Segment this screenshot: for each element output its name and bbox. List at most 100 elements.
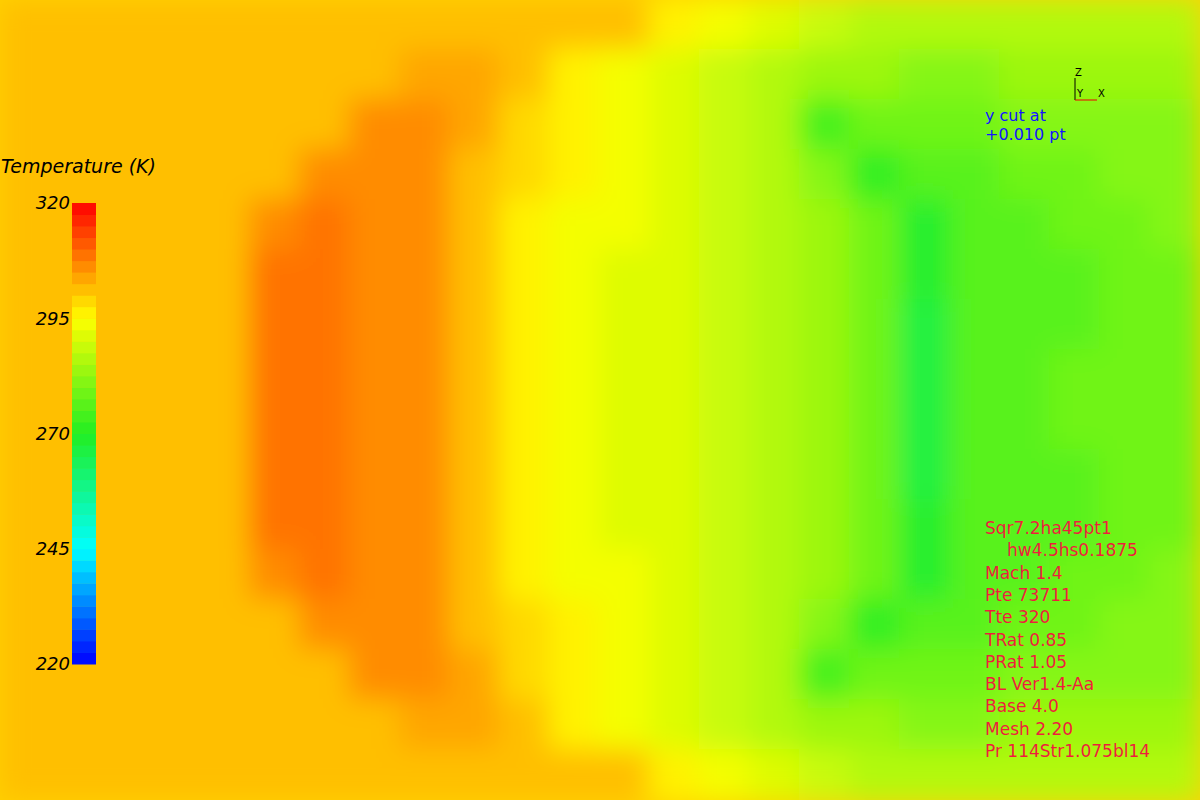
cell (999, 449, 1051, 501)
cell (799, 699, 851, 751)
cell (549, 149, 601, 201)
cell (449, 699, 501, 751)
colorbar-swatch (72, 468, 96, 480)
cell (799, 349, 851, 401)
cell (649, 199, 701, 251)
cell (349, 399, 401, 451)
cell (199, 449, 251, 501)
cell (249, 0, 301, 51)
cell (999, 0, 1051, 51)
cell (149, 299, 201, 351)
cell (749, 149, 801, 201)
cell (1049, 399, 1101, 451)
cell (449, 149, 501, 201)
cell (599, 299, 651, 351)
cell (449, 749, 501, 800)
cell (499, 299, 551, 351)
cell (549, 699, 601, 751)
colorbar-swatch (72, 353, 96, 365)
cell (649, 349, 701, 401)
cell (699, 449, 751, 501)
cell (799, 149, 851, 201)
case-label: Base 4.0 (985, 696, 1059, 716)
cell (149, 399, 201, 451)
colorbar-swatch (72, 606, 96, 618)
cell (749, 499, 801, 551)
cell (449, 549, 501, 601)
cell (749, 99, 801, 151)
colorbar-swatch (72, 203, 96, 215)
cell (449, 499, 501, 551)
cell (749, 749, 801, 800)
cell (1099, 49, 1151, 101)
cell (899, 699, 951, 751)
cell (349, 149, 401, 201)
cell (249, 49, 301, 101)
cell (749, 299, 801, 351)
colorbar-swatch (72, 249, 96, 261)
cell (749, 449, 801, 501)
cell (249, 449, 301, 501)
cell (299, 149, 351, 201)
cell (99, 199, 151, 251)
axis-triad: ZYX (1075, 67, 1105, 100)
cell (249, 299, 301, 351)
cell (449, 349, 501, 401)
cell (99, 599, 151, 651)
cell (949, 449, 1001, 501)
cell (599, 149, 651, 201)
cell (0, 249, 51, 301)
cell (149, 149, 201, 201)
cell (499, 649, 551, 701)
cell (249, 199, 301, 251)
cell (0, 49, 51, 101)
cell (899, 0, 951, 51)
cell (749, 399, 801, 451)
cell (99, 349, 151, 401)
cell (999, 49, 1051, 101)
cell (699, 349, 751, 401)
cell (799, 499, 851, 551)
cell (449, 299, 501, 351)
colorbar-swatch (72, 238, 96, 250)
case-label: Mesh 2.20 (985, 719, 1073, 739)
cell (649, 49, 701, 101)
cell (49, 249, 101, 301)
cell (249, 599, 301, 651)
colorbar-swatch (72, 399, 96, 411)
cell (399, 0, 451, 51)
cell (699, 699, 751, 751)
cell (399, 699, 451, 751)
cell (599, 249, 651, 301)
cell (1149, 549, 1200, 601)
cell (449, 599, 501, 651)
cell (199, 149, 251, 201)
cell (849, 0, 901, 51)
cell (849, 199, 901, 251)
cell (99, 749, 151, 800)
cell (1049, 349, 1101, 401)
colorbar-swatch (72, 330, 96, 342)
cell (649, 699, 701, 751)
colorbar: 220245270295320 (36, 192, 96, 674)
cell (549, 99, 601, 151)
cell (549, 0, 601, 51)
cell (749, 349, 801, 401)
cell (349, 649, 401, 701)
cell (49, 349, 101, 401)
cell (199, 249, 251, 301)
cell (249, 749, 301, 800)
cell (799, 399, 851, 451)
cell (1149, 49, 1200, 101)
cell (299, 749, 351, 800)
cell (349, 499, 401, 551)
cell (399, 99, 451, 151)
cell (499, 449, 551, 501)
cut-label: y cut at (985, 106, 1046, 125)
cell (649, 99, 701, 151)
cell (749, 249, 801, 301)
colorbar-swatch (72, 434, 96, 446)
colorbar-tick-label: 270 (36, 423, 70, 444)
cell (749, 549, 801, 601)
cell (949, 0, 1001, 51)
